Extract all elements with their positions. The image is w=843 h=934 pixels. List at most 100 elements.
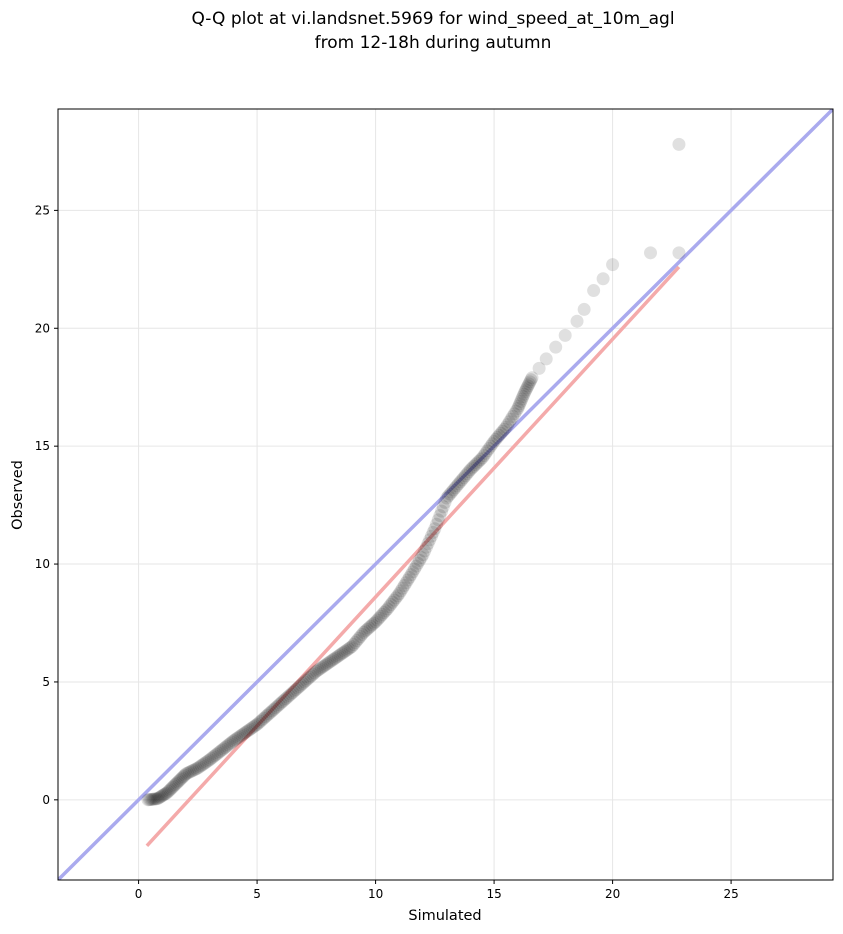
quantile-point [289, 683, 303, 697]
quantile-point [452, 477, 466, 491]
quantile-point [151, 792, 165, 806]
quantile-point [291, 681, 305, 695]
quantile-point [306, 667, 320, 681]
quantile-point [549, 340, 563, 354]
quantile-point [213, 745, 227, 759]
quantile-point [215, 743, 229, 757]
quantile-point [435, 504, 449, 518]
quantile-point [209, 747, 223, 761]
quantile-point [230, 732, 244, 746]
quantile-point [511, 401, 525, 415]
quantile-point [428, 522, 442, 536]
quantile-point [193, 760, 207, 774]
quantile-point [253, 714, 267, 728]
y-tick-label: 0 [42, 793, 50, 807]
quantile-point [282, 689, 296, 703]
quantile-point [507, 407, 521, 421]
quantile-point [424, 529, 438, 543]
quantile-point [453, 475, 467, 489]
quantile-point [267, 702, 281, 716]
quantile-point [514, 394, 528, 408]
plot-frame [57, 108, 834, 881]
quantile-point [523, 375, 537, 389]
quantile-point [391, 589, 405, 603]
quantile-point [465, 461, 479, 475]
quantile-point [330, 650, 344, 664]
quantile-point [318, 658, 332, 672]
quantile-point [525, 371, 539, 385]
quantile-point [522, 377, 536, 391]
quantile-point [596, 272, 610, 286]
quantile-point [292, 679, 306, 693]
quantile-point [159, 787, 173, 801]
quantile-point [404, 568, 418, 582]
quantile-point [294, 678, 308, 692]
quantile-point [402, 570, 416, 584]
quantile-point [345, 640, 359, 654]
quantile-point [518, 385, 532, 399]
quantile-point [160, 786, 174, 800]
quantile-point [338, 644, 352, 658]
quantile-point [238, 726, 252, 740]
x-tick-label: 5 [253, 887, 261, 901]
quantile-point [352, 631, 366, 645]
quantile-point [462, 465, 476, 479]
quantile-point [446, 483, 460, 497]
quantile-point [328, 651, 342, 665]
quantile-point [281, 690, 295, 704]
quantile-point [157, 787, 171, 801]
quantile-point [362, 621, 376, 635]
quantile-point [358, 624, 372, 638]
quantile-point [233, 729, 247, 743]
quantile-point [235, 728, 249, 742]
quantile-point [250, 717, 264, 731]
quantile-point [570, 314, 584, 328]
quantile-point [168, 778, 182, 792]
quantile-point [509, 404, 523, 418]
quantile-point [170, 776, 184, 790]
quantile-point [287, 684, 301, 698]
quantile-point [226, 734, 240, 748]
quantile-point [347, 638, 361, 652]
quantile-point [396, 581, 410, 595]
quantile-point [364, 619, 378, 633]
quantile-point [375, 607, 389, 621]
quantile-point [382, 600, 396, 614]
quantile-point [448, 481, 462, 495]
quantile-point [165, 780, 179, 794]
quantile-point [264, 705, 278, 719]
quantile-point [296, 676, 310, 690]
quantile-point [532, 361, 546, 375]
y-tick-label: 20 [35, 321, 50, 335]
quantile-point [201, 754, 215, 768]
quantile-point [257, 711, 271, 725]
quantile-point [275, 695, 289, 709]
quantile-point [492, 428, 506, 442]
quantile-point [149, 792, 163, 806]
x-axis-label: Simulated [408, 908, 481, 924]
quantile-point [161, 784, 175, 798]
quantile-point [497, 422, 511, 436]
chart-title-line-2: from 12-18h during autumn [315, 33, 552, 53]
quantile-point [333, 648, 347, 662]
quantile-point [313, 662, 327, 676]
quantile-point [204, 751, 218, 765]
quantile-point [316, 660, 330, 674]
quantile-point [516, 390, 530, 404]
y-tick-label: 15 [35, 439, 50, 453]
quantile-point [272, 698, 286, 712]
quantile-point [377, 606, 391, 620]
quantile-point [221, 738, 235, 752]
quantile-point [397, 578, 411, 592]
quantile-point [370, 613, 384, 627]
quantile-point [517, 387, 531, 401]
quantile-point [672, 137, 686, 151]
quantile-point [141, 793, 155, 807]
quantile-point [228, 733, 242, 747]
grid-lines [58, 109, 833, 880]
quantile-point [274, 696, 288, 710]
quantile-point [480, 444, 494, 458]
quantile-point [394, 584, 408, 598]
quantile-point [279, 692, 293, 706]
quantile-point [186, 764, 200, 778]
